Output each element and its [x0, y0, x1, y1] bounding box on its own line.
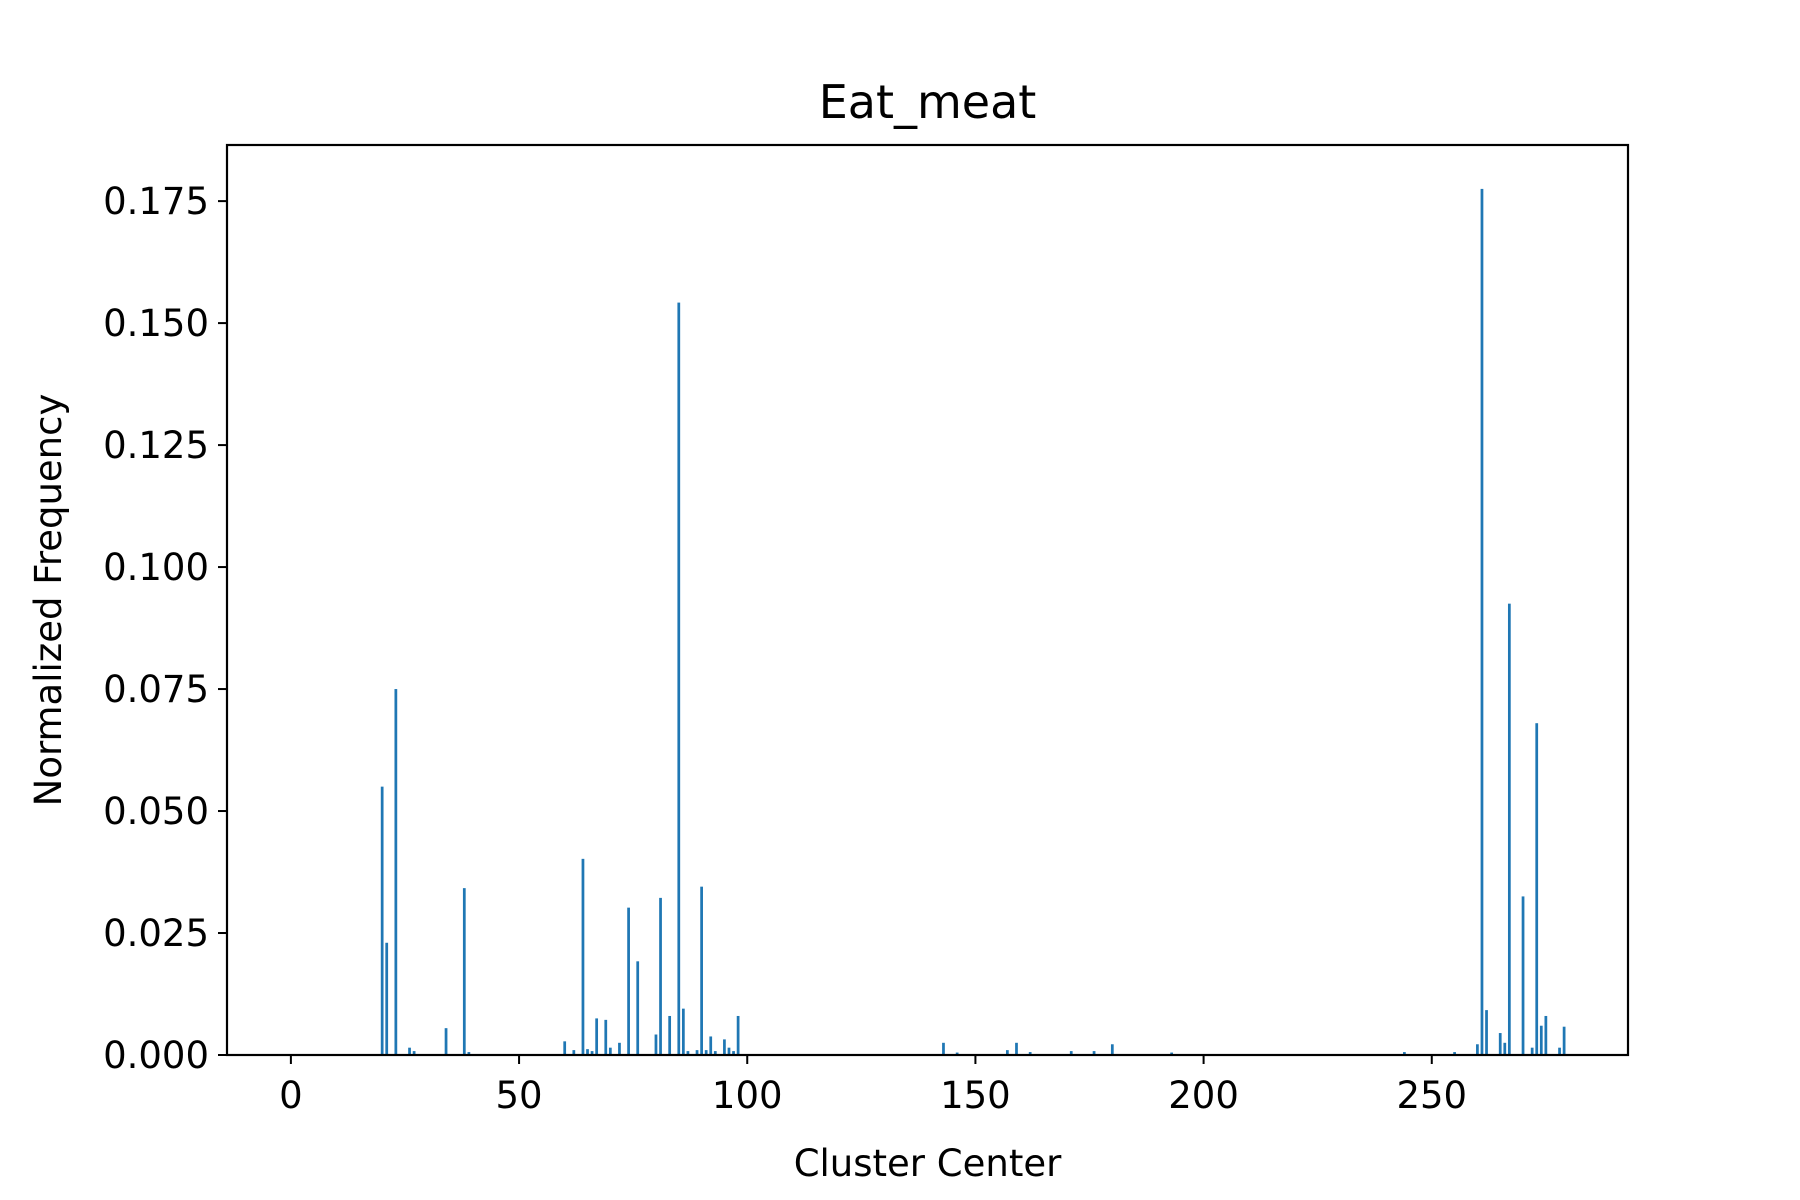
bar-series: [380, 188, 1566, 1056]
y-tick-label: 0.025: [103, 912, 209, 955]
bar-cluster-83: [668, 1015, 672, 1055]
y-tick-label: 0.125: [103, 424, 209, 467]
bar-cluster-244: [1403, 1052, 1406, 1055]
bar-cluster-65: [586, 1049, 589, 1055]
bar-cluster-255: [1453, 1052, 1456, 1055]
y-tick-label: 0.000: [103, 1034, 209, 1077]
bar-cluster-275: [1544, 1015, 1548, 1055]
bar-cluster-171: [1069, 1051, 1073, 1055]
bar-cluster-93: [713, 1051, 717, 1055]
bar-cluster-274: [1539, 1025, 1543, 1055]
bar-cluster-272: [1530, 1047, 1534, 1055]
bar-cluster-34: [444, 1028, 448, 1055]
bar-cluster-74: [627, 907, 630, 1055]
bar-cluster-278: [1558, 1047, 1561, 1055]
bar-cluster-159: [1015, 1042, 1018, 1055]
bar-cluster-23: [394, 689, 398, 1055]
x-tick-label: 250: [1396, 1074, 1467, 1117]
bar-cluster-146: [955, 1052, 959, 1055]
bar-cluster-95: [723, 1039, 726, 1055]
bar-cluster-21: [385, 942, 389, 1055]
bar-cluster-91: [704, 1050, 708, 1055]
bar-cluster-72: [618, 1042, 621, 1055]
x-tick-label: 50: [496, 1074, 543, 1117]
y-tick-label: 0.150: [103, 302, 209, 345]
y-tick-label: 0.100: [103, 546, 209, 589]
bar-cluster-89: [695, 1050, 699, 1055]
y-tick-label: 0.050: [103, 790, 209, 833]
bar-cluster-180: [1110, 1044, 1114, 1055]
bar-cluster-27: [412, 1051, 416, 1055]
y-axis: 0.000 0.025 0.050 0.075 0.100 0.125 0.150 0.175: [103, 180, 227, 1077]
bar-cluster-80: [654, 1034, 658, 1055]
bar-cluster-81: [659, 897, 662, 1055]
bar-cluster-64: [581, 858, 585, 1055]
plot-frame: [225, 143, 1630, 1057]
bar-cluster-176: [1092, 1051, 1096, 1055]
bar-cluster-20: [380, 786, 384, 1055]
bar-cluster-261: [1480, 188, 1484, 1055]
bar-cluster-76: [636, 961, 640, 1055]
bar-cluster-270: [1521, 896, 1525, 1055]
bar-cluster-38: [462, 888, 466, 1055]
y-axis-title: Normalized Frequency: [27, 394, 70, 807]
bar-cluster-98: [736, 1015, 740, 1055]
bar-cluster-266: [1503, 1042, 1507, 1055]
y-tick-label: 0.075: [103, 668, 209, 711]
bar-cluster-70: [608, 1047, 612, 1055]
bar-cluster-267: [1507, 603, 1511, 1055]
bar-cluster-67: [595, 1018, 599, 1055]
chart-title: Eat_meat: [819, 75, 1037, 129]
bar-cluster-157: [1005, 1050, 1009, 1055]
bar-cluster-90: [700, 886, 703, 1055]
bar-cluster-265: [1498, 1033, 1502, 1055]
bar-cluster-262: [1485, 1010, 1488, 1055]
bar-cluster-87: [686, 1051, 690, 1055]
x-axis-title: Cluster Center: [794, 1142, 1062, 1185]
x-tick-label: 0: [279, 1074, 303, 1117]
bar-cluster-39: [467, 1052, 471, 1055]
bar-cluster-96: [727, 1047, 731, 1055]
bar-cluster-279: [1562, 1026, 1566, 1055]
bar-cluster-85: [677, 302, 681, 1056]
bar-cluster-69: [604, 1019, 608, 1055]
bar-cluster-86: [681, 1008, 685, 1055]
bar-cluster-162: [1028, 1052, 1032, 1055]
x-tick-label: 100: [712, 1074, 783, 1117]
bar-cluster-273: [1535, 723, 1539, 1055]
bar-cluster-92: [709, 1036, 713, 1055]
x-tick-label: 200: [1168, 1074, 1239, 1117]
x-axis: 0 50 100 150 200 250: [279, 1055, 1467, 1117]
bar-cluster-62: [572, 1050, 576, 1055]
bar-cluster-193: [1170, 1052, 1174, 1055]
bar-cluster-60: [563, 1041, 567, 1055]
y-tick-label: 0.175: [103, 180, 209, 223]
bar-cluster-66: [590, 1051, 594, 1055]
bar-cluster-97: [732, 1051, 735, 1055]
x-tick-label: 150: [940, 1074, 1011, 1117]
bar-cluster-260: [1476, 1044, 1479, 1055]
bar-cluster-26: [408, 1047, 411, 1055]
bar-cluster-143: [942, 1042, 945, 1055]
